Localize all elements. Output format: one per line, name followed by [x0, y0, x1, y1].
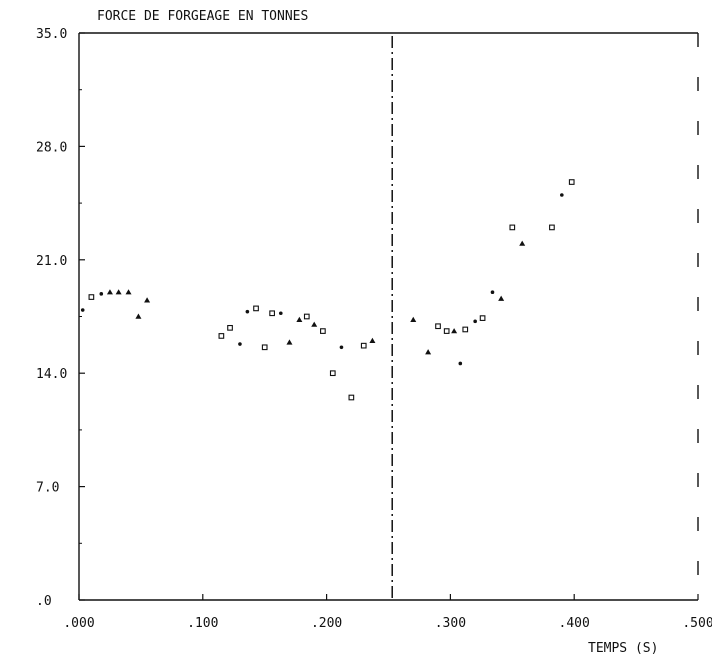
data-point: [435, 323, 441, 330]
y-tick-label: 7.0: [36, 481, 59, 496]
data-point: [245, 309, 250, 314]
data-point: [519, 240, 526, 246]
y-tick-label: 21.0: [36, 254, 67, 269]
data-point: [80, 308, 85, 312]
data-point: [253, 305, 259, 312]
y-tick-label: 14.0: [36, 367, 67, 382]
data-point: [462, 326, 469, 333]
data-point: [311, 321, 318, 327]
data-point: [320, 328, 326, 334]
data-point: [303, 313, 310, 320]
data-point: [473, 319, 477, 324]
x-tick-label: .300: [435, 616, 466, 631]
data-point: [410, 316, 417, 322]
x-tick-label: .500: [682, 616, 712, 631]
data-point: [451, 328, 458, 334]
data-point: [360, 342, 367, 349]
data-point: [443, 328, 450, 334]
data-point: [549, 224, 555, 231]
data-point: [560, 193, 564, 197]
x-tick-label: .000: [63, 616, 94, 631]
data-point: [329, 370, 336, 377]
x-axis: .000 .100 .200 .300 .400 .500: [63, 594, 712, 631]
data-point: [278, 311, 283, 316]
data-point: [227, 324, 233, 331]
y-axis: .0 7.0 14.0 21.0 28.0 35.0: [36, 27, 85, 609]
data-point: [498, 295, 505, 301]
data-point: [135, 313, 142, 319]
data-point: [490, 290, 495, 295]
data-points: [80, 179, 575, 401]
data-point: [509, 224, 516, 231]
data-point: [458, 361, 463, 366]
data-point: [568, 179, 575, 185]
data-point: [348, 394, 355, 401]
data-point: [425, 349, 432, 355]
x-tick-label: .400: [559, 616, 590, 631]
data-point: [339, 345, 344, 350]
data-point: [125, 289, 132, 295]
x-tick-label: .100: [187, 616, 218, 631]
y-tick-label: 35.0: [36, 27, 67, 42]
data-point: [99, 292, 104, 296]
data-point: [238, 342, 242, 346]
data-point: [106, 289, 113, 295]
data-point: [115, 289, 122, 295]
x-axis-title: TEMPS (S): [588, 641, 658, 656]
data-point: [286, 339, 293, 345]
chart-title: FORCE DE FORGEAGE EN TONNES: [97, 9, 308, 24]
data-point: [296, 316, 303, 322]
y-tick-label: 28.0: [36, 140, 67, 155]
data-point: [218, 333, 225, 339]
data-point: [144, 297, 151, 303]
data-point: [88, 294, 95, 300]
plot-frame: [78, 32, 699, 601]
y-tick-label: .0: [36, 594, 52, 609]
data-point: [369, 337, 376, 343]
x-tick-label: .200: [311, 616, 342, 631]
data-point: [269, 310, 275, 317]
data-point: [261, 344, 268, 351]
data-point: [479, 315, 486, 321]
